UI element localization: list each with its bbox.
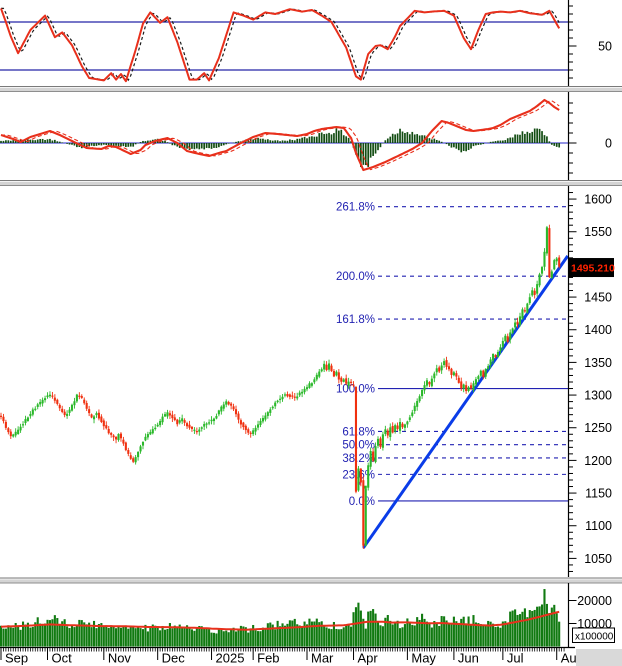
oscillator-panel[interactable] bbox=[0, 7, 568, 83]
macd-axis-label: 0 bbox=[605, 137, 612, 151]
month-label-sep: Sep bbox=[5, 651, 28, 666]
price-axis-label: 1250 bbox=[584, 421, 612, 435]
price-axis-label: 1400 bbox=[584, 323, 612, 337]
fib-level-label: 38.2% bbox=[342, 453, 375, 465]
volume-bars bbox=[0, 589, 561, 647]
fib-level-label: 0.0% bbox=[349, 496, 375, 508]
price-axis-label: 1600 bbox=[584, 193, 612, 207]
panel-splitter-3[interactable] bbox=[0, 577, 622, 584]
month-label-mar: Mar bbox=[311, 651, 334, 666]
oscillator-axis-label: 50 bbox=[598, 40, 612, 54]
fib-level-label: 161.8% bbox=[336, 314, 375, 326]
last-price-tag: 1495.210 bbox=[569, 258, 615, 278]
fib-level-label: 61.8% bbox=[342, 426, 375, 438]
price-axis-label: 1050 bbox=[584, 552, 612, 566]
candlesticks bbox=[0, 224, 561, 549]
month-label-dec: Dec bbox=[162, 651, 186, 666]
volume-ma-line bbox=[0, 610, 560, 631]
panel-splitter-1[interactable] bbox=[0, 86, 622, 92]
price-axis-label: 1550 bbox=[584, 225, 612, 239]
price-axis-label: 1350 bbox=[584, 356, 612, 370]
month-label-may: May bbox=[411, 651, 436, 666]
month-label-2025: 2025 bbox=[216, 651, 245, 666]
volume-panel[interactable] bbox=[0, 589, 575, 649]
price-axis-label: 1300 bbox=[584, 389, 612, 403]
panel-splitter-2[interactable] bbox=[0, 180, 622, 186]
svg-text:x100000: x100000 bbox=[575, 632, 614, 643]
month-label-oct: Oct bbox=[52, 651, 73, 666]
month-label-feb: Feb bbox=[257, 651, 279, 666]
price-axis-label: 1100 bbox=[585, 519, 612, 533]
fib-level-label: 261.8% bbox=[336, 202, 375, 214]
month-label-jul: Jul bbox=[507, 651, 524, 666]
event-marker bbox=[363, 485, 367, 489]
month-label-apr: Apr bbox=[358, 651, 379, 666]
price-axis-label: 1450 bbox=[584, 291, 612, 305]
trend-line[interactable] bbox=[362, 255, 568, 549]
price-axis[interactable]: 50 0 1050 1100 1150 1200 1250 1300 1350 1400 1450 1… bbox=[567, 0, 615, 648]
fib-level-label: 50.0% bbox=[342, 440, 375, 452]
price-panel[interactable]: 261.8%200.0%161.8%100.0%61.8%50.0%38.2%2… bbox=[0, 202, 568, 549]
fib-level-label: 200.0% bbox=[336, 271, 375, 283]
oscillator-main-line bbox=[0, 8, 561, 83]
macd-main-line bbox=[0, 98, 560, 172]
price-axis-label: 1200 bbox=[584, 454, 612, 468]
month-label-nov: Nov bbox=[108, 651, 132, 666]
volume-multiplier-box: x100000 bbox=[572, 627, 615, 643]
month-label-au: Au bbox=[561, 651, 577, 666]
volume-axis-label: 20000 bbox=[577, 594, 612, 608]
month-label-jun: Jun bbox=[458, 651, 479, 666]
svg-text:1495.210: 1495.210 bbox=[571, 262, 615, 274]
axis-corner bbox=[576, 649, 622, 666]
price-axis-label: 1150 bbox=[585, 487, 612, 501]
time-axis[interactable]: Sep Oct Nov Dec 2025 Feb Mar Apr May Jun Jul Au bbox=[0, 648, 622, 666]
macd-panel[interactable] bbox=[0, 98, 568, 172]
